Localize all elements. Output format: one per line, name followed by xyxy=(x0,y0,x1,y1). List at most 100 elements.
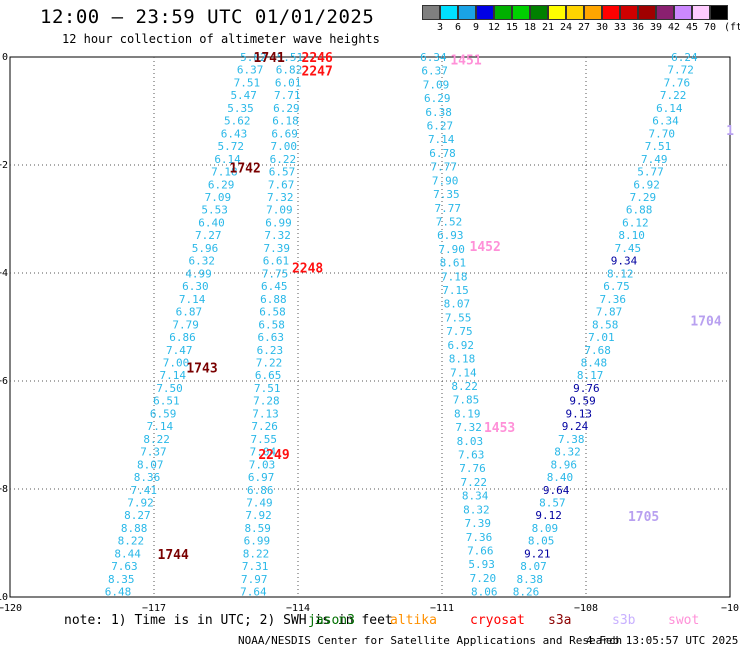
legend-swatch xyxy=(440,5,458,20)
swh-value: 8.61 xyxy=(440,257,467,270)
legend-swatch xyxy=(530,5,548,20)
legend-level-label: 9 xyxy=(472,22,480,33)
swh-value: 7.45 xyxy=(615,242,642,255)
swh-value: 7.09 xyxy=(205,191,232,204)
legend-level-label: 3 xyxy=(436,22,444,33)
y-tick-label: −2 xyxy=(0,160,8,171)
legend-swatch xyxy=(494,5,512,20)
swh-value: 6.34 xyxy=(420,51,447,64)
swh-value: 7.13 xyxy=(252,407,279,420)
pass-number-label: 1743 xyxy=(186,362,217,377)
swh-value: 6.93 xyxy=(437,229,464,242)
swh-value: 6.82 xyxy=(276,64,303,77)
swh-value: 7.36 xyxy=(466,531,493,544)
pass-number-label: 1742 xyxy=(230,162,261,177)
y-tick-label: 0 xyxy=(2,52,8,63)
swh-value: 9.12 xyxy=(535,509,562,522)
pass-number-label: 2246 xyxy=(302,51,333,66)
swh-value: 7.90 xyxy=(432,174,459,187)
swh-value: 7.14 xyxy=(179,293,206,306)
swh-value: 7.35 xyxy=(433,188,460,201)
swh-value: 7.15 xyxy=(442,284,469,297)
swh-value: 7.92 xyxy=(127,497,154,510)
legend-level-label: 21 xyxy=(541,22,555,33)
swh-value: 7.00 xyxy=(163,356,190,369)
swh-value: 8.05 xyxy=(528,535,555,548)
swh-value: 9.24 xyxy=(562,420,589,433)
swh-value: 8.40 xyxy=(547,471,574,484)
swh-value: 6.57 xyxy=(269,166,296,179)
legend-swatch xyxy=(620,5,638,20)
swh-value: 7.72 xyxy=(667,64,694,77)
swh-value: 7.00 xyxy=(271,140,298,153)
pass-number-label: 1741 xyxy=(254,51,285,66)
legend-level-label: 15 xyxy=(505,22,519,33)
swh-value: 7.41 xyxy=(131,484,158,497)
swh-value: 8.34 xyxy=(462,490,489,503)
swh-value: 5.47 xyxy=(230,89,257,102)
swh-value: 6.14 xyxy=(656,102,683,115)
swh-value: 6.29 xyxy=(424,92,451,105)
legend-swatch xyxy=(458,5,476,20)
swh-value: 6.86 xyxy=(169,331,196,344)
pass-number-label: 2249 xyxy=(258,448,289,463)
swh-value: 8.18 xyxy=(449,353,476,366)
legend-level-label: 18 xyxy=(523,22,537,33)
swh-value: 6.32 xyxy=(189,255,216,268)
swh-value: 7.71 xyxy=(274,89,301,102)
swh-value: 7.32 xyxy=(455,421,482,434)
swh-value: 6.99 xyxy=(244,535,271,548)
pass-number-label: 1704 xyxy=(690,315,721,330)
satellite-label-s3a: s3a xyxy=(548,613,572,628)
swh-value: 6.30 xyxy=(182,280,209,293)
swh-value: 6.92 xyxy=(448,339,475,352)
swh-value: 8.58 xyxy=(592,318,619,331)
satellite-label-swot: swot xyxy=(668,613,700,628)
swh-value: 7.76 xyxy=(459,462,486,475)
swh-value: 7.70 xyxy=(649,127,676,140)
x-tick-label: −117 xyxy=(142,603,166,614)
swh-value: 7.76 xyxy=(664,76,691,89)
swh-value: 7.20 xyxy=(470,572,497,585)
swh-value: 7.79 xyxy=(172,318,199,331)
swh-value: 7.55 xyxy=(445,311,472,324)
swh-value: 6.38 xyxy=(425,106,452,119)
swh-value: 5.82 xyxy=(240,51,267,64)
credit-line: NOAA/NESDIS Center for Satellite Applica… xyxy=(238,634,623,647)
legend-level-label: 27 xyxy=(577,22,591,33)
swh-value: 7.51 xyxy=(254,382,281,395)
swh-value: 8.88 xyxy=(121,522,148,535)
swh-value: 6.43 xyxy=(221,127,248,140)
swh-value: 7.26 xyxy=(251,420,278,433)
swh-value: 7.39 xyxy=(264,242,291,255)
swh-value: 8.44 xyxy=(114,547,141,560)
swh-value: 7.27 xyxy=(195,229,222,242)
swh-value: 7.75 xyxy=(262,267,289,280)
swh-value: 8.22 xyxy=(451,380,478,393)
swh-value: 8.48 xyxy=(581,356,608,369)
x-tick-label: −111 xyxy=(430,603,454,614)
swh-value: 7.14 xyxy=(147,420,174,433)
pass-number-label: 1451 xyxy=(450,54,481,69)
swh-value: 6.78 xyxy=(429,147,456,160)
legend-level-label: 45 xyxy=(685,22,699,33)
swh-value: 7.03 xyxy=(249,458,276,471)
generated-timestamp: 4 Feb 13:05:57 UTC 2025 xyxy=(586,634,739,647)
swh-value: 8.17 xyxy=(577,369,604,382)
swh-value: 6.45 xyxy=(261,280,288,293)
swh-value: 6.40 xyxy=(198,216,225,229)
swh-value: 7.87 xyxy=(596,306,623,319)
swh-value: 8.27 xyxy=(124,509,151,522)
x-tick-label: −114 xyxy=(286,603,310,614)
pass-number-label: 1452 xyxy=(470,240,501,255)
swh-value: 8.06 xyxy=(471,586,498,599)
swh-value: 7.32 xyxy=(267,191,294,204)
swh-value: 5.53 xyxy=(201,204,228,217)
swh-value: 8.36 xyxy=(134,471,161,484)
swh-value: 7.18 xyxy=(441,270,468,283)
pass-number-label: 2248 xyxy=(292,262,323,277)
swh-value: 6.22 xyxy=(270,153,297,166)
swh-value: 8.32 xyxy=(463,503,490,516)
pass-number-label: 1 xyxy=(726,124,734,139)
